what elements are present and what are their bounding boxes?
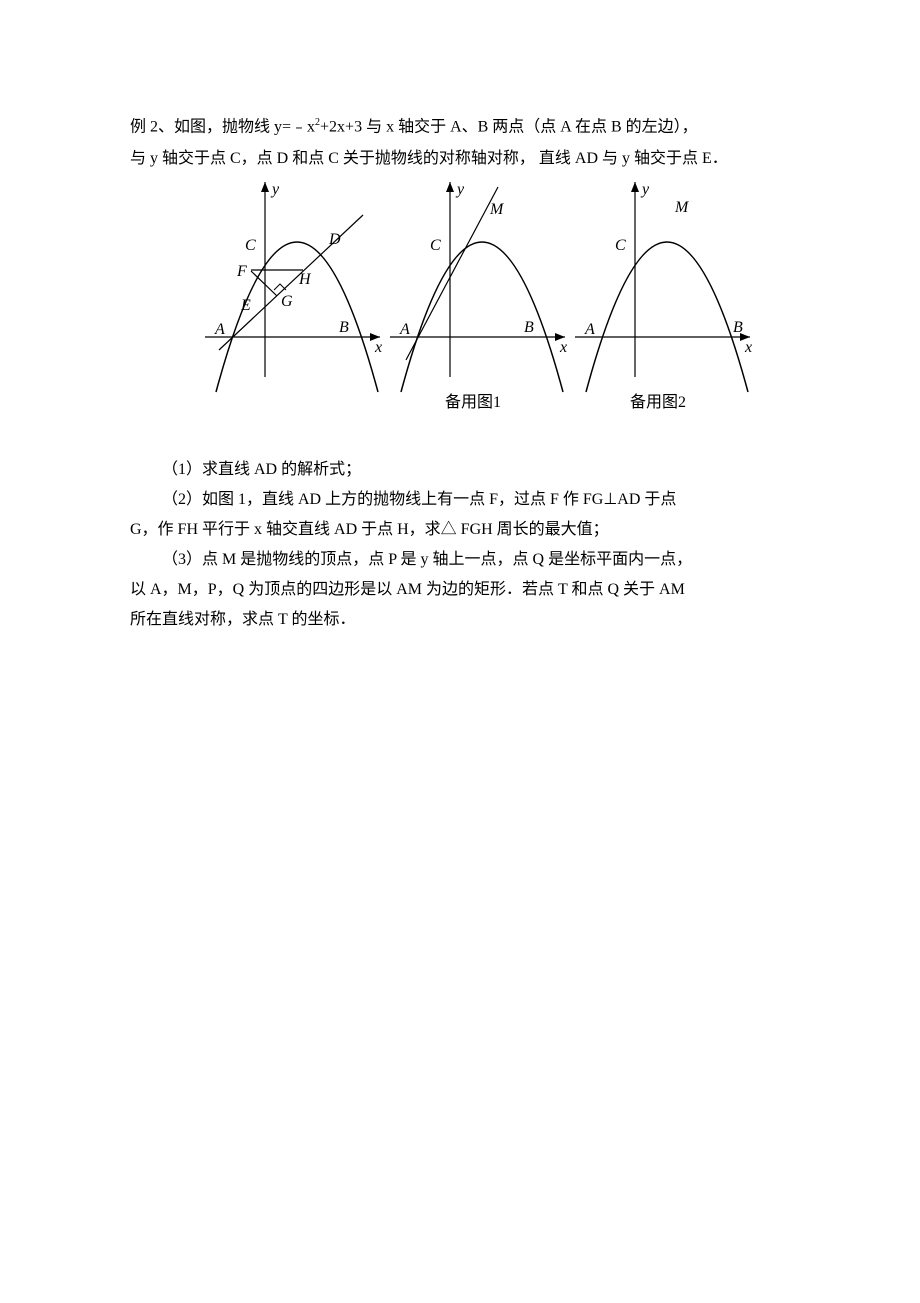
question-2-line2: G，作 FH 平行于 x 轴交直线 AD 于点 H，求△ FGH 周长的最大值； — [130, 517, 830, 543]
header-pre: 例 2、如图，抛物线 y=﹣x — [130, 118, 315, 135]
fig1-y-label: y — [270, 182, 280, 198]
problem-header-line1: 例 2、如图，抛物线 y=﹣x2+2x+3 与 x 轴交于 A、B 两点（点 A… — [130, 110, 830, 140]
fig3-A-label: A — [584, 321, 595, 338]
fig2-M-label: M — [489, 201, 505, 218]
fig1-G-label: G — [281, 293, 293, 310]
fig2-B-label: B — [524, 319, 534, 336]
figure-2: y x A B C M 备用图1 — [390, 182, 567, 411]
question-2-line1: （2）如图 1，直线 AD 上方的抛物线上有一点 F，过点 F 作 FG⊥AD … — [130, 487, 830, 513]
fig3-x-label: x — [744, 339, 752, 356]
fig2-caption: 备用图1 — [445, 393, 501, 411]
fig1-D-label: D — [328, 231, 341, 248]
figure-container: y x A B C D E F G H y x A B C M 备用图1 — [130, 182, 830, 417]
figure-3: y x A B C M 备用图2 — [575, 182, 752, 411]
figure-1: y x A B C D E F G H — [205, 182, 382, 392]
problem-header-line2: 与 y 轴交于点 C，点 D 和点 C 关于抛物线的对称轴对称， 直线 AD 与… — [130, 146, 830, 172]
fig2-A-label: A — [399, 321, 410, 338]
question-3-line2: 以 A，M，P，Q 为顶点的四边形是以 AM 为边的矩形．若点 T 和点 Q 关… — [130, 577, 830, 603]
fig1-F-label: F — [236, 263, 247, 280]
fig3-B-label: B — [733, 319, 743, 336]
question-3-line1: （3）点 M 是抛物线的顶点，点 P 是 y 轴上一点，点 Q 是坐标平面内一点… — [130, 547, 830, 573]
fig3-C-label: C — [615, 237, 626, 254]
figures-svg: y x A B C D E F G H y x A B C M 备用图1 — [200, 182, 760, 417]
fig3-y-label: y — [640, 182, 650, 198]
fig1-E-label: E — [240, 297, 251, 314]
fig1-H-label: H — [298, 271, 312, 288]
header-post: +2x+3 与 x 轴交于 A、B 两点（点 A 在点 B 的左边）， — [320, 118, 698, 135]
fig1-B-label: B — [339, 319, 349, 336]
fig3-caption: 备用图2 — [630, 393, 686, 411]
fig2-C-label: C — [430, 237, 441, 254]
fig1-x-label: x — [374, 339, 382, 356]
fig1-A-label: A — [214, 321, 225, 338]
fig1-C-label: C — [245, 237, 256, 254]
fig2-y-label: y — [455, 182, 465, 198]
question-1: （1）求直线 AD 的解析式； — [130, 457, 830, 483]
question-3-line3: 所在直线对称，求点 T 的坐标． — [130, 607, 830, 633]
fig3-M-label: M — [674, 199, 690, 216]
fig2-x-label: x — [559, 339, 567, 356]
